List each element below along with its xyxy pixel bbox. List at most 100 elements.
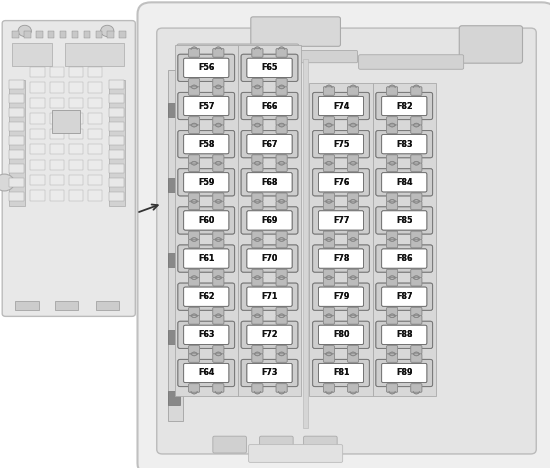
FancyBboxPatch shape xyxy=(177,44,299,56)
FancyBboxPatch shape xyxy=(348,231,359,240)
Text: F61: F61 xyxy=(198,254,214,263)
Bar xyxy=(88,67,102,77)
FancyBboxPatch shape xyxy=(348,201,359,210)
FancyBboxPatch shape xyxy=(276,201,287,210)
FancyBboxPatch shape xyxy=(276,354,287,362)
Text: F59: F59 xyxy=(198,178,214,187)
FancyBboxPatch shape xyxy=(323,270,334,278)
Bar xyxy=(30,129,45,139)
FancyBboxPatch shape xyxy=(348,307,359,316)
FancyBboxPatch shape xyxy=(252,315,263,324)
FancyBboxPatch shape xyxy=(387,278,398,286)
FancyBboxPatch shape xyxy=(382,96,427,116)
FancyBboxPatch shape xyxy=(213,49,224,57)
FancyBboxPatch shape xyxy=(323,163,334,171)
FancyBboxPatch shape xyxy=(387,354,398,362)
FancyBboxPatch shape xyxy=(276,231,287,240)
Bar xyxy=(72,31,78,38)
Bar xyxy=(50,144,64,154)
FancyBboxPatch shape xyxy=(247,173,292,192)
FancyBboxPatch shape xyxy=(247,249,292,268)
Bar xyxy=(36,31,42,38)
FancyBboxPatch shape xyxy=(323,125,334,133)
FancyBboxPatch shape xyxy=(276,49,287,57)
FancyBboxPatch shape xyxy=(252,117,263,125)
Text: F70: F70 xyxy=(261,254,278,263)
FancyBboxPatch shape xyxy=(387,163,398,171)
FancyBboxPatch shape xyxy=(184,325,229,344)
FancyBboxPatch shape xyxy=(184,173,229,192)
FancyBboxPatch shape xyxy=(411,239,422,248)
FancyBboxPatch shape xyxy=(312,92,370,119)
Bar xyxy=(168,253,180,267)
Bar xyxy=(50,160,64,170)
FancyBboxPatch shape xyxy=(247,363,292,383)
FancyBboxPatch shape xyxy=(252,79,263,87)
FancyBboxPatch shape xyxy=(276,163,287,171)
FancyBboxPatch shape xyxy=(189,231,200,240)
FancyBboxPatch shape xyxy=(247,287,292,306)
FancyBboxPatch shape xyxy=(323,270,334,278)
FancyBboxPatch shape xyxy=(318,325,364,344)
FancyBboxPatch shape xyxy=(189,79,200,87)
FancyBboxPatch shape xyxy=(178,54,234,81)
FancyBboxPatch shape xyxy=(189,125,200,133)
Bar xyxy=(168,330,180,344)
Text: F65: F65 xyxy=(261,63,278,73)
FancyBboxPatch shape xyxy=(411,125,422,133)
FancyBboxPatch shape xyxy=(252,193,263,201)
FancyBboxPatch shape xyxy=(411,315,422,324)
FancyBboxPatch shape xyxy=(184,249,229,268)
FancyBboxPatch shape xyxy=(411,345,422,354)
Text: F89: F89 xyxy=(396,368,412,378)
FancyBboxPatch shape xyxy=(276,270,287,278)
FancyBboxPatch shape xyxy=(184,58,229,77)
FancyBboxPatch shape xyxy=(189,163,200,171)
FancyBboxPatch shape xyxy=(323,345,334,354)
FancyBboxPatch shape xyxy=(252,270,263,278)
FancyBboxPatch shape xyxy=(376,359,432,387)
FancyBboxPatch shape xyxy=(178,359,234,387)
FancyBboxPatch shape xyxy=(387,193,398,201)
Text: F88: F88 xyxy=(396,330,412,339)
FancyBboxPatch shape xyxy=(382,287,427,306)
FancyBboxPatch shape xyxy=(247,325,292,344)
Bar xyxy=(168,103,180,117)
FancyBboxPatch shape xyxy=(323,354,334,362)
FancyBboxPatch shape xyxy=(178,283,234,310)
FancyBboxPatch shape xyxy=(411,163,422,171)
FancyBboxPatch shape xyxy=(312,207,370,234)
Bar xyxy=(109,164,124,173)
FancyBboxPatch shape xyxy=(252,125,263,133)
FancyBboxPatch shape xyxy=(387,87,398,95)
Bar xyxy=(50,98,64,108)
FancyBboxPatch shape xyxy=(189,49,200,57)
Text: F86: F86 xyxy=(396,254,412,263)
FancyBboxPatch shape xyxy=(189,201,200,210)
FancyBboxPatch shape xyxy=(323,201,334,210)
FancyBboxPatch shape xyxy=(189,193,200,201)
FancyBboxPatch shape xyxy=(276,117,287,125)
FancyBboxPatch shape xyxy=(252,307,263,316)
Circle shape xyxy=(101,25,114,37)
FancyBboxPatch shape xyxy=(213,87,224,95)
FancyBboxPatch shape xyxy=(348,87,359,95)
Text: F67: F67 xyxy=(261,139,278,149)
FancyBboxPatch shape xyxy=(312,359,370,387)
FancyBboxPatch shape xyxy=(252,49,263,57)
FancyBboxPatch shape xyxy=(382,135,427,154)
Text: F70: F70 xyxy=(261,254,278,263)
FancyBboxPatch shape xyxy=(323,125,334,133)
Bar xyxy=(30,144,45,154)
FancyBboxPatch shape xyxy=(189,345,200,354)
Text: F68: F68 xyxy=(261,178,278,187)
FancyBboxPatch shape xyxy=(382,325,427,344)
Text: F58: F58 xyxy=(198,139,214,149)
FancyBboxPatch shape xyxy=(247,58,292,77)
FancyBboxPatch shape xyxy=(348,315,359,324)
Text: F71: F71 xyxy=(261,292,278,301)
FancyBboxPatch shape xyxy=(189,315,200,324)
Text: F62: F62 xyxy=(198,292,214,301)
FancyBboxPatch shape xyxy=(189,345,200,354)
Text: F79: F79 xyxy=(333,292,349,301)
